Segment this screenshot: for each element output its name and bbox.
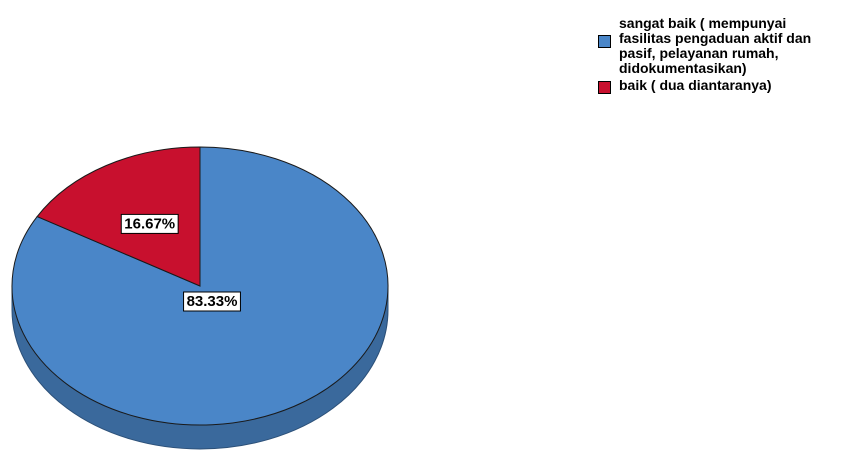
data-label-text-1: 16.67% [124,215,175,232]
legend-item-sangat-baik: sangat baik ( mempunyai fasilitas pengad… [598,16,856,76]
data-label-0: 83.33% [183,291,241,312]
data-label-box-0 [183,291,241,312]
legend: sangat baik ( mempunyai fasilitas pengad… [598,16,856,96]
data-label-text-0: 83.33% [187,293,238,310]
data-label-box-1 [120,213,179,234]
legend-swatch-baik [598,81,611,94]
pie-slice-1 [36,146,201,287]
data-label-1: 16.67% [120,213,179,234]
legend-swatch-sangat-baik [598,35,611,48]
legend-label-sangat-baik: sangat baik ( mempunyai fasilitas pengad… [619,15,812,76]
legend-item-baik: baik ( dua diantaranya) [598,78,856,94]
legend-label-baik: baik ( dua diantaranya) [619,77,772,93]
